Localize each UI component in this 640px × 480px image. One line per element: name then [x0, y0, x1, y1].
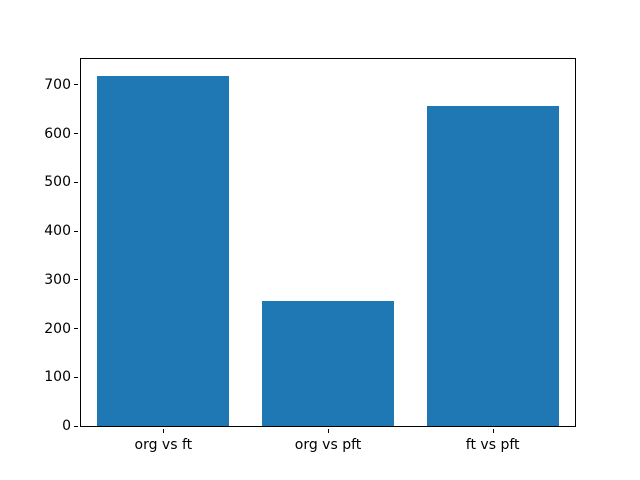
y-tick-mark	[74, 84, 78, 86]
x-tick-label: ft vs pft	[465, 437, 520, 453]
y-tick-mark	[74, 425, 78, 427]
y-tick-mark	[74, 181, 78, 183]
y-tick-label: 400	[44, 223, 71, 239]
x-tick-mark	[328, 429, 329, 433]
y-tick-mark	[74, 133, 78, 134]
x-tick-mark	[163, 429, 165, 433]
y-tick-mark	[74, 230, 78, 232]
x-tick-label: org vs ft	[134, 437, 193, 453]
y-tick-label: 100	[44, 369, 71, 386]
y-tick-label: 0	[62, 418, 71, 434]
bar-org-vs-ft	[97, 76, 230, 426]
y-tick-label: 200	[44, 320, 71, 337]
y-tick-label: 300	[44, 271, 71, 288]
y-tick-label: 600	[44, 125, 71, 142]
bar-ft-vs-pft	[426, 106, 559, 426]
bar-org-vs-pft	[262, 300, 394, 426]
y-tick-mark	[74, 328, 78, 329]
y-tick-mark	[74, 376, 78, 378]
y-tick-label: 700	[44, 76, 71, 93]
plot-area: org vs ft org vs pft ft vs pft 0 100 200 300 40…	[44, 58, 576, 453]
x-tick-mark	[492, 429, 494, 433]
y-tick-mark	[74, 279, 78, 281]
y-tick-label: 500	[44, 174, 71, 191]
x-tick-label: org vs pft	[294, 437, 362, 453]
